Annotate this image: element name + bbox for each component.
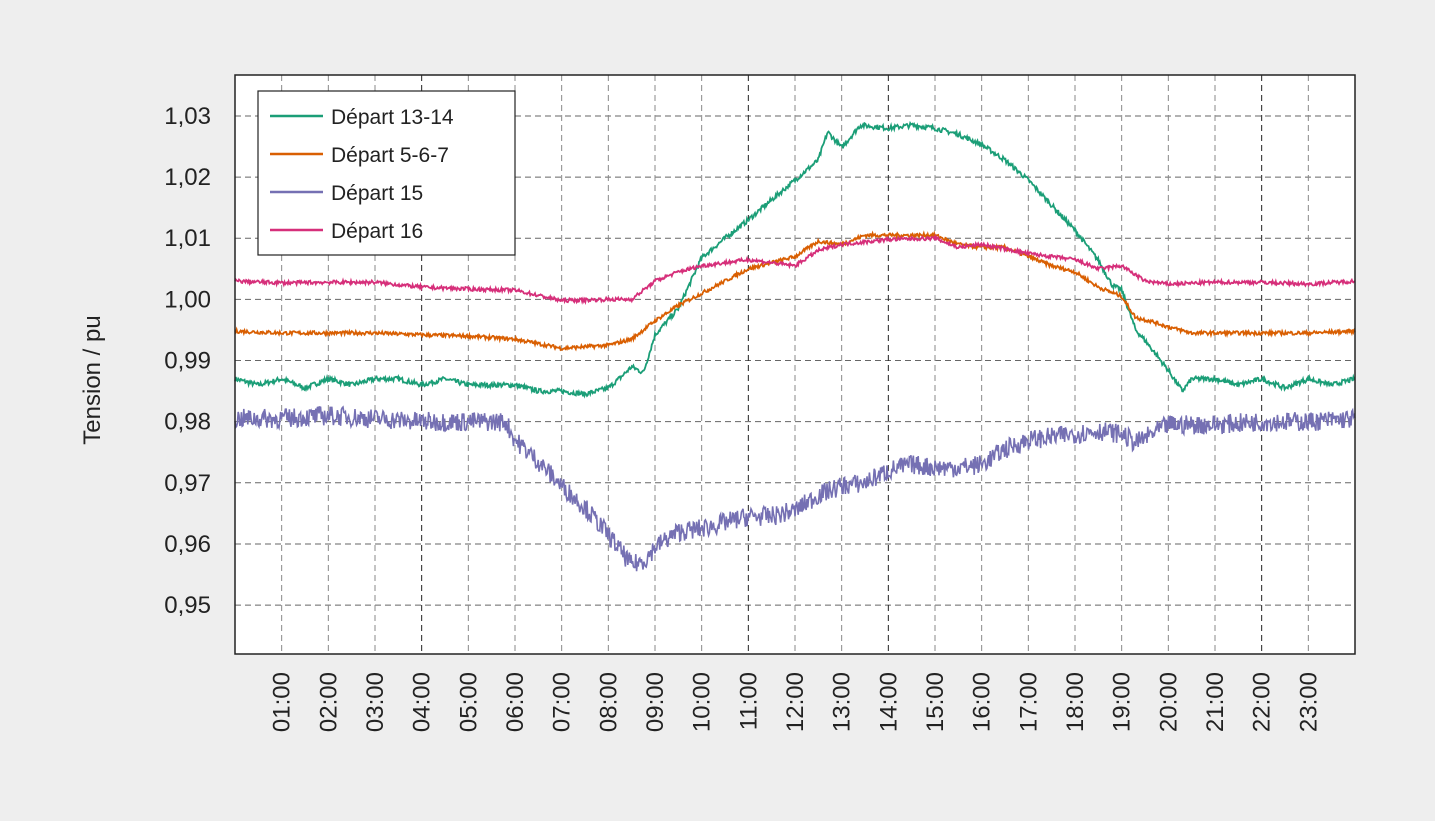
y-tick-label: 1,03 xyxy=(164,103,211,130)
y-tick-label: 0,95 xyxy=(164,592,211,619)
x-tick-label: 09:00 xyxy=(642,672,669,732)
series-line-0 xyxy=(234,120,1356,399)
y-tick-label: 1,02 xyxy=(164,164,211,191)
y-axis: 0,95 0,96 0,97 0,98 0,99 1,00 1,01 1,02 1,03 xyxy=(164,103,211,619)
legend-label: Départ 16 xyxy=(331,220,423,243)
x-tick-label: 23:00 xyxy=(1295,672,1322,732)
x-tick-label: 05:00 xyxy=(455,672,482,732)
x-tick-label: 04:00 xyxy=(409,672,436,732)
legend-label: Départ 13-14 xyxy=(331,106,454,129)
y-axis-label: Tension / pu xyxy=(79,315,106,444)
plot-frame xyxy=(234,74,1356,655)
x-tick-label: 08:00 xyxy=(595,672,622,732)
x-tick-label: 15:00 xyxy=(922,672,949,732)
x-tick-label: 21:00 xyxy=(1202,672,1229,732)
x-tick-label: 16:00 xyxy=(969,672,996,732)
x-tick-label: 19:00 xyxy=(1109,672,1136,732)
series-lines xyxy=(234,120,1356,572)
x-tick-label: 18:00 xyxy=(1062,672,1089,732)
y-tick-label: 0,96 xyxy=(164,531,211,558)
legend: Départ 13-14 Départ 5-6-7 Départ 15 Départ … xyxy=(257,90,516,256)
series-line-1 xyxy=(234,230,1356,352)
y-tick-label: 0,98 xyxy=(164,409,211,436)
x-tick-label: 10:00 xyxy=(689,672,716,732)
y-tick-label: 0,99 xyxy=(164,348,211,375)
x-tick-label: 03:00 xyxy=(362,672,389,732)
y-tick-label: 0,97 xyxy=(164,470,211,497)
x-tick-label: 01:00 xyxy=(269,672,296,732)
x-tick-label: 06:00 xyxy=(502,672,529,732)
series-line-3 xyxy=(234,233,1356,306)
x-axis: 01:00 02:00 03:00 04:00 05:00 06:00 07:00 08:00… xyxy=(269,672,1323,732)
x-tick-label: 02:00 xyxy=(315,672,342,732)
y-tick-label: 1,01 xyxy=(164,225,211,252)
x-tick-label: 20:00 xyxy=(1155,672,1182,732)
x-tick-label: 22:00 xyxy=(1249,672,1276,732)
legend-label: Départ 15 xyxy=(331,182,423,205)
y-tick-label: 1,00 xyxy=(164,286,211,313)
x-tick-label: 11:00 xyxy=(735,672,762,730)
series-line-2 xyxy=(234,405,1356,572)
x-tick-label: 07:00 xyxy=(549,672,576,732)
x-tick-label: 12:00 xyxy=(782,672,809,732)
x-tick-label: 13:00 xyxy=(829,672,856,732)
legend-label: Départ 5-6-7 xyxy=(331,144,449,167)
x-tick-label: 17:00 xyxy=(1015,672,1042,732)
x-tick-label: 14:00 xyxy=(875,672,902,732)
